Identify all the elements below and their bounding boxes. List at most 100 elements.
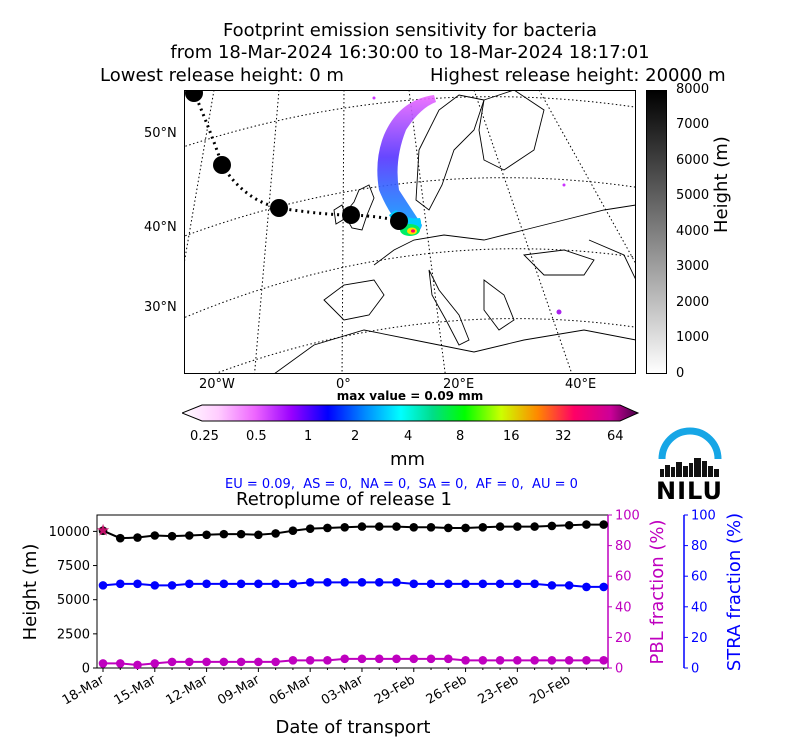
height-tick: 2000 <box>676 295 710 310</box>
x-axis-tick-label: 12-Mar <box>163 672 211 708</box>
data-point-height <box>461 523 470 533</box>
left-axis-tick-label: 7500 <box>57 559 90 574</box>
data-point-height <box>305 524 315 533</box>
sensitivity-colorbar <box>182 404 640 422</box>
lat-label-30n: 30°N <box>144 300 177 315</box>
data-point-height <box>478 522 488 532</box>
data-point-stra-fraction <box>133 579 142 589</box>
data-point-height <box>323 523 332 533</box>
data-point-height <box>582 520 591 529</box>
sensitivity-tick: 32 <box>555 429 572 444</box>
lon-label-0: 0° <box>336 377 351 392</box>
height-colorbar <box>646 90 667 374</box>
sensitivity-tick: 16 <box>503 429 520 444</box>
retroplume-trajectory <box>185 90 408 230</box>
data-point-height <box>374 522 384 531</box>
left-axis-tick-label: 2500 <box>57 627 90 642</box>
data-point-height <box>115 533 125 543</box>
x-axis-tick-label: 23-Feb <box>476 672 522 707</box>
data-point-stra-fraction <box>374 578 384 587</box>
max-value-text: max value = 0.09 mm <box>336 389 484 403</box>
sensitivity-tick: 0.25 <box>190 429 219 444</box>
left-axis-tick-label: 10000 <box>49 525 90 540</box>
pbl-axis: 0 20 40 60 80 100 <box>607 509 640 677</box>
lat-label-40n: 40°N <box>144 220 177 235</box>
data-point-stra-fraction <box>426 579 436 589</box>
data-point-pbl-fraction <box>340 654 350 664</box>
data-point-pbl-fraction <box>115 659 125 668</box>
data-point-pbl-fraction <box>443 654 453 664</box>
data-point-height <box>530 522 539 531</box>
x-axis-tick-label: 29-Feb <box>372 672 418 707</box>
x-axis-tick-label: 06-Mar <box>267 672 315 708</box>
data-point-stra-fraction <box>271 579 280 589</box>
data-point-pbl-fraction <box>564 656 574 665</box>
data-point-pbl-fraction <box>288 656 298 665</box>
data-point-height <box>185 531 194 540</box>
data-point-stra-fraction <box>392 578 401 587</box>
data-point-height <box>202 530 211 540</box>
nilu-logo-text: NILU <box>656 477 723 505</box>
data-point-pbl-fraction <box>426 654 436 664</box>
data-point-pbl-fraction <box>305 656 315 665</box>
highest-release-height: Highest release height: 20000 m <box>430 65 726 86</box>
data-point-stra-fraction <box>219 579 229 589</box>
data-point-pbl-fraction <box>513 656 522 665</box>
data-point-height <box>513 522 522 531</box>
height-tick: 0 <box>676 366 685 381</box>
figure-title-line-1: Footprint emission sensitivity for bacte… <box>222 20 598 41</box>
height-tick: 8000 <box>676 82 710 97</box>
data-point-stra-fraction <box>254 579 263 589</box>
stra-axis-tick-label: 100 <box>691 509 716 524</box>
height-tick: 1000 <box>676 330 710 345</box>
data-point-pbl-fraction <box>495 656 505 665</box>
x-axis: 18-Mar 15-Mar 12-Mar 09-Mar 06-Mar 03-Mar 29-F… <box>60 668 605 708</box>
map-frame <box>184 90 636 374</box>
data-point-pbl-fraction <box>254 657 263 667</box>
pbl-axis-label: PBL fraction (%) <box>647 520 668 665</box>
pbl-axis-tick-label: 60 <box>615 570 632 585</box>
map-graticule <box>184 90 636 374</box>
chart-title: Retroplume of release 1 <box>236 489 452 510</box>
data-point-stra-fraction <box>167 581 177 590</box>
data-point-height <box>340 522 350 532</box>
data-point-stra-fraction <box>98 581 108 590</box>
x-axis-tick-label: 09-Mar <box>215 672 263 708</box>
data-point-pbl-fraction <box>599 656 608 665</box>
data-point-stra-fraction <box>478 579 488 589</box>
region-values: EU = 0.09, AS = 0, NA = 0, SA = 0, AF = … <box>225 477 578 492</box>
data-point-height <box>288 526 298 536</box>
data-point-stra-fraction <box>547 581 557 590</box>
data-point-height <box>167 531 177 541</box>
data-point-pbl-fraction <box>478 656 488 665</box>
lon-label-20w: 20°W <box>199 377 235 392</box>
data-point-stra-fraction <box>530 579 539 589</box>
x-axis-tick-label: 03-Mar <box>319 672 367 708</box>
stra-axis-tick-label: 0 <box>691 662 699 677</box>
data-point-pbl-fraction <box>150 659 160 668</box>
sensitivity-tick: 2 <box>351 429 360 444</box>
height-colorbar-label: Height (m) <box>711 136 732 233</box>
data-point-pbl-fraction <box>271 657 280 667</box>
data-point-height <box>236 529 246 539</box>
x-axis-label: Date of transport <box>276 717 431 738</box>
data-point-height <box>547 521 557 531</box>
sensitivity-tick: 0.5 <box>246 429 267 444</box>
data-point-height <box>357 522 367 531</box>
data-point-stra-fraction <box>443 579 453 589</box>
data-point-pbl-fraction <box>409 654 419 664</box>
sensitivity-tick: 1 <box>304 429 313 444</box>
stra-axis-tick-label: 20 <box>691 631 708 646</box>
data-point-stra-fraction <box>461 579 470 589</box>
stra-axis-tick-label: 60 <box>691 570 708 585</box>
data-point-stra-fraction <box>357 578 367 587</box>
data-point-stra-fraction <box>409 579 419 589</box>
data-point-pbl-fraction <box>392 654 401 664</box>
footprint-map <box>184 90 636 374</box>
data-point-height <box>133 533 142 542</box>
data-point-stra-fraction <box>115 579 125 589</box>
data-point-stra-fraction <box>513 579 522 589</box>
stra-axis-label: STRA fraction (%) <box>724 513 745 671</box>
data-point-pbl-fraction <box>236 657 246 667</box>
data-point-pbl-fraction <box>547 656 557 665</box>
